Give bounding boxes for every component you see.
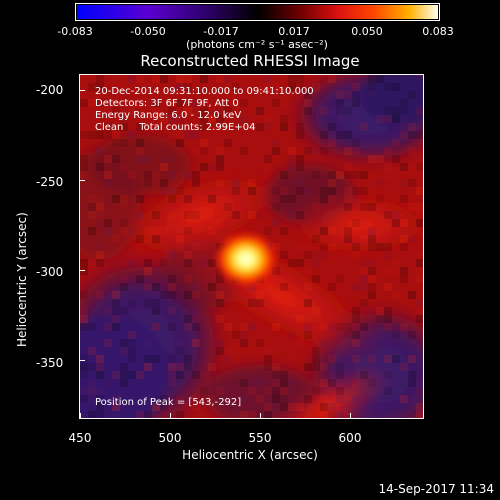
y-axis-label: Heliocentric Y (arcsec) bbox=[15, 212, 29, 347]
colorbar-label-2: -0.017 bbox=[203, 25, 239, 38]
colorbar-label-5: 0.083 bbox=[422, 25, 454, 38]
info-detectors: Detectors: 3F 6F 7F 9F, Att 0 bbox=[95, 98, 239, 109]
peak-position: Position of Peak = [543,-292] bbox=[95, 397, 242, 408]
colorbar bbox=[75, 3, 440, 21]
colorbar-gradient bbox=[77, 5, 438, 19]
colorbar-label-0: -0.083 bbox=[57, 25, 93, 38]
ytick-label: -350 bbox=[36, 356, 64, 370]
info-energy: Energy Range: 6.0 - 12.0 keV bbox=[95, 110, 242, 121]
rhessi-image bbox=[79, 74, 424, 419]
image-title: Reconstructed RHESSI Image bbox=[140, 52, 360, 70]
colorbar-unit: (photons cm⁻² s⁻¹ asec⁻²) bbox=[186, 38, 328, 51]
colorbar-label-1: -0.050 bbox=[130, 25, 166, 38]
xtick-label: 500 bbox=[158, 431, 182, 445]
colorbar-label-3: 0.017 bbox=[278, 25, 310, 38]
ytick-label: -250 bbox=[36, 175, 64, 189]
xtick-label: 550 bbox=[248, 431, 272, 445]
info-clean: Clean Total counts: 2.99E+04 bbox=[95, 122, 256, 133]
colorbar-label-4: 0.050 bbox=[351, 25, 383, 38]
rhessi-image-canvas bbox=[80, 75, 423, 418]
info-time: 20-Dec-2014 09:31:10.000 to 09:41:10.000 bbox=[95, 86, 314, 97]
xtick-label: 600 bbox=[338, 431, 362, 445]
xtick-label: 450 bbox=[68, 431, 92, 445]
timestamp: 14-Sep-2017 11:34 bbox=[378, 482, 494, 496]
x-axis-label: Heliocentric X (arcsec) bbox=[182, 448, 318, 462]
ytick-label: -300 bbox=[36, 265, 64, 279]
ytick-label: -200 bbox=[36, 83, 64, 97]
